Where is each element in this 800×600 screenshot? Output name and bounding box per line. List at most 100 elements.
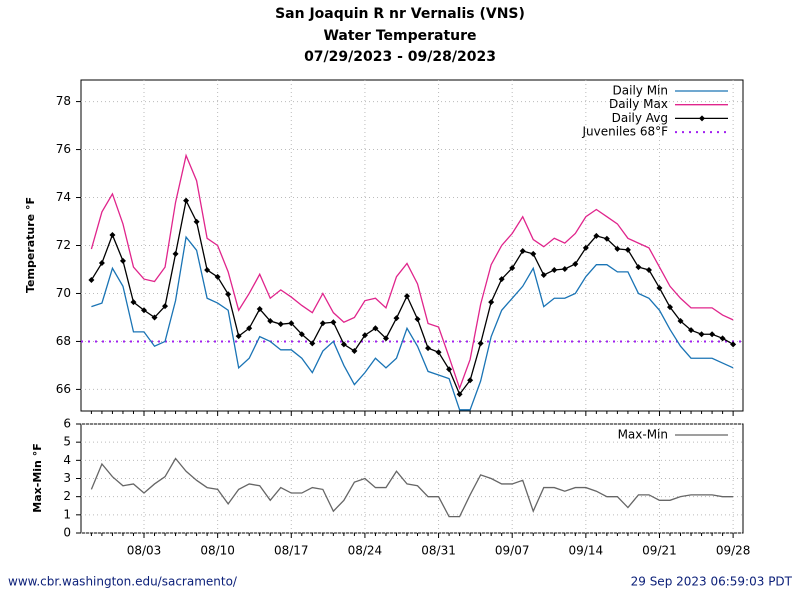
y-tick-label: 2 [63, 489, 71, 503]
chart-title: San Joaquin R nr Vernalis (VNS) [275, 6, 525, 22]
data-point [425, 345, 432, 352]
data-point [509, 265, 516, 272]
legend-label: Daily Avg [612, 111, 668, 125]
y-tick-label: 3 [63, 471, 71, 485]
y-tick-label: 78 [56, 94, 71, 108]
data-point [298, 331, 305, 338]
data-point [467, 377, 474, 384]
data-point [130, 299, 137, 306]
data-point [288, 320, 295, 327]
data-point [309, 340, 316, 347]
legend-label: Daily Max [609, 97, 668, 111]
data-point [372, 325, 379, 332]
data-point [277, 321, 284, 328]
data-point [730, 341, 737, 348]
data-point [214, 273, 221, 280]
data-point [141, 307, 147, 314]
data-point [382, 335, 389, 342]
data-point [393, 315, 400, 322]
chart-subtitle: Water Temperature [323, 28, 476, 44]
data-point [225, 291, 232, 298]
data-point [667, 304, 673, 311]
data-point [519, 248, 526, 255]
data-line [90, 153, 734, 391]
y-axis-label: Temperature °F [24, 197, 37, 293]
data-point [361, 332, 368, 339]
data-point [351, 348, 358, 355]
y-tick-label: 66 [56, 382, 71, 396]
data-point [172, 250, 179, 257]
x-tick-label: 09/14 [569, 544, 604, 558]
x-tick-label: 09/28 [716, 544, 751, 558]
data-point [614, 245, 621, 252]
y-tick-label: 0 [63, 526, 71, 540]
legend-label: Max-Min [618, 428, 668, 442]
date-range: 07/29/2023 - 09/28/2023 [304, 49, 496, 65]
data-point [162, 303, 169, 310]
data-point [677, 318, 684, 325]
data-point [435, 349, 442, 356]
data-point [624, 246, 631, 253]
data-point [530, 250, 537, 257]
y-tick-label: 76 [56, 142, 71, 156]
data-point [540, 272, 547, 279]
y-tick-label: 68 [56, 334, 71, 348]
data-point [340, 341, 347, 348]
data-point [719, 335, 726, 342]
legend-marker [699, 115, 705, 122]
data-point [151, 314, 158, 321]
data-point [88, 277, 95, 284]
data-point [582, 244, 589, 251]
data-point [404, 293, 410, 300]
data-point [561, 266, 568, 273]
y-tick-label: 70 [56, 286, 71, 300]
data-point [456, 391, 463, 398]
data-point [414, 316, 421, 323]
data-point [183, 197, 190, 204]
y-tick-label: 5 [63, 435, 71, 449]
data-point [246, 325, 253, 332]
legend-label: Juveniles 68°F [581, 125, 668, 139]
data-line [91, 235, 734, 411]
data-point [319, 320, 326, 327]
y-tick-label: 1 [63, 507, 71, 521]
data-point [98, 260, 105, 267]
data-point [593, 232, 600, 239]
data-point [235, 333, 242, 340]
data-point [572, 260, 579, 267]
data-point [446, 366, 453, 373]
legend-label: Daily Min [613, 84, 668, 98]
data-point [488, 299, 495, 306]
data-point [330, 319, 337, 326]
data-line [90, 457, 734, 518]
data-point [645, 266, 652, 273]
x-tick-label: 09/21 [642, 544, 677, 558]
y-tick-label: 6 [63, 417, 71, 431]
data-point [551, 266, 558, 273]
data-point [603, 235, 610, 242]
x-tick-label: 08/03 [127, 544, 162, 558]
data-point [267, 318, 274, 325]
data-point [656, 284, 663, 291]
x-tick-label: 08/17 [274, 544, 309, 558]
data-point [709, 331, 716, 338]
footer-timestamp: 29 Sep 2023 06:59:03 PDT [631, 575, 793, 589]
data-point [109, 231, 116, 238]
data-point [119, 257, 126, 264]
data-point [256, 306, 263, 313]
x-tick-label: 08/24 [348, 544, 383, 558]
data-point [498, 276, 505, 283]
y-tick-label: 72 [56, 238, 71, 252]
footer-link[interactable]: www.cbr.washington.edu/sacramento/ [8, 575, 238, 589]
data-point [635, 264, 642, 271]
y-tick-label: 74 [56, 190, 71, 204]
x-tick-label: 09/07 [495, 544, 530, 558]
x-tick-label: 08/10 [200, 544, 235, 558]
data-point [204, 266, 211, 273]
data-point [477, 340, 484, 347]
data-point [688, 327, 695, 334]
data-line [90, 198, 734, 396]
y-tick-label: 4 [63, 453, 71, 467]
data-point [193, 218, 200, 225]
